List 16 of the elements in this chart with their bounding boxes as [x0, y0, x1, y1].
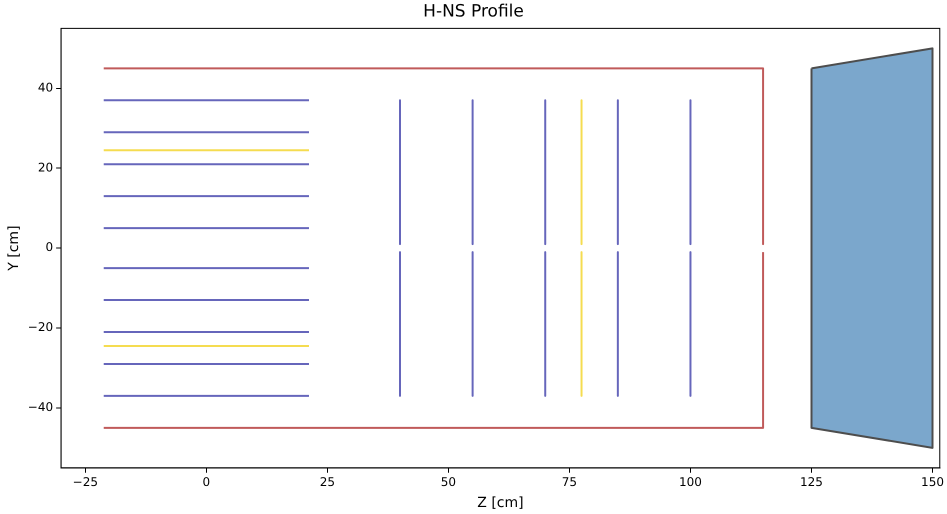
x-tick-label: 25: [320, 475, 336, 490]
y-tick-label: 20: [38, 160, 54, 174]
x-tick-label: 0: [202, 475, 210, 490]
x-tick-label: 50: [440, 475, 456, 490]
y-axis-title: Y [cm]: [6, 225, 22, 272]
y-tick-label: −40: [28, 400, 54, 414]
x-tick-label: 100: [679, 475, 702, 490]
x-tick-label: 125: [800, 475, 823, 490]
y-tick-label: −20: [28, 320, 54, 334]
x-tick-label: −25: [72, 475, 98, 490]
x-tick-label: 75: [562, 475, 578, 490]
y-tick-label: 40: [38, 80, 54, 94]
chart-title: H-NS Profile: [423, 2, 524, 22]
x-tick-label: 150: [921, 475, 944, 490]
x-axis-title: Z [cm]: [477, 495, 524, 512]
y-tick-label: 0: [45, 240, 54, 254]
